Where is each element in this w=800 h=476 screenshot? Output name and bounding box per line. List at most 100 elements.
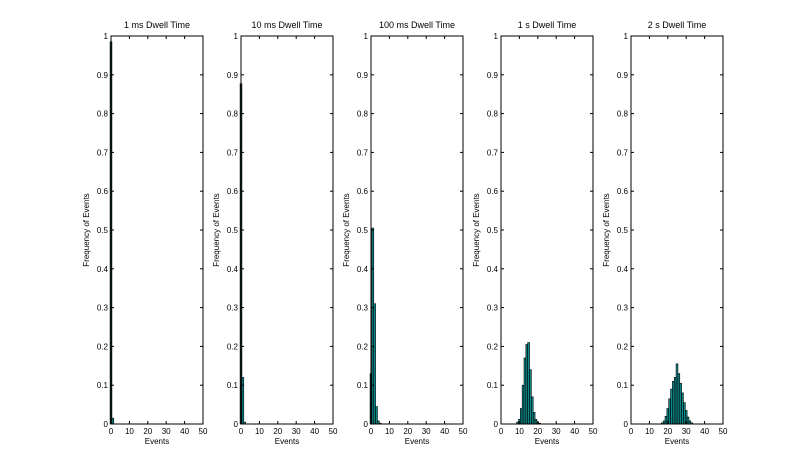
y-tick-label: 0.9: [227, 71, 239, 80]
x-axis-label: Events: [665, 437, 689, 446]
y-tick-label: 0.4: [97, 265, 109, 274]
x-tick-label: 0: [369, 427, 374, 436]
y-tick-label: 1: [624, 32, 629, 41]
x-tick-label: 20: [663, 427, 672, 436]
y-tick-label: 0: [104, 420, 109, 429]
x-tick-label: 20: [403, 427, 412, 436]
axes-frame: [240, 35, 334, 425]
y-tick-label: 0.1: [617, 381, 629, 390]
x-tick-label: 50: [199, 427, 208, 436]
y-tick-label: 0.8: [617, 110, 629, 119]
y-tick-label: 0.3: [357, 304, 369, 313]
y-tick-label: 0: [494, 420, 499, 429]
y-tick-label: 0.2: [97, 342, 109, 351]
y-tick-label: 0.8: [487, 110, 499, 119]
bar: [241, 377, 245, 425]
y-tick-label: 0.3: [227, 304, 239, 313]
y-tick-label: 0.4: [357, 265, 369, 274]
panel-title: 10 ms Dwell Time: [251, 20, 322, 30]
x-tick-label: 0: [629, 427, 634, 436]
y-tick-label: 0.7: [97, 148, 109, 157]
panel-1: 00.10.20.30.40.50.60.70.80.910 10 20 30 40 50…: [212, 20, 338, 446]
y-tick-label: 0.5: [487, 226, 499, 235]
y-tick-label: 0.7: [487, 148, 499, 157]
x-tick-label: 30: [552, 427, 561, 436]
axes-frame: [500, 35, 594, 425]
y-tick-label: 0.4: [617, 265, 629, 274]
y-tick-label: 1: [494, 32, 499, 41]
y-tick-label: 1: [364, 32, 369, 41]
y-tick-label: 0.7: [617, 148, 629, 157]
y-tick-label: 0.6: [487, 187, 499, 196]
x-axis-label: Events: [275, 437, 299, 446]
y-tick-label: 0.2: [227, 342, 239, 351]
y-tick-label: 0.5: [357, 226, 369, 235]
x-tick-label: 20: [143, 427, 152, 436]
panel-3: 00.10.20.30.40.50.60.70.80.910 10 20 30 40 50…: [472, 20, 598, 446]
panel-4: 00.10.20.30.40.50.60.70.80.910 10 20 30 40 50…: [602, 20, 728, 446]
y-tick-label: 0: [364, 420, 369, 429]
y-tick-label: 0.6: [617, 187, 629, 196]
x-tick-label: 20: [533, 427, 542, 436]
x-tick-label: 20: [273, 427, 282, 436]
y-tick-label: 0.8: [97, 110, 109, 119]
y-tick-label: 0.6: [227, 187, 239, 196]
x-tick-label: 30: [292, 427, 301, 436]
y-tick-label: 1: [104, 32, 109, 41]
x-tick-label: 40: [180, 427, 189, 436]
x-tick-label: 30: [162, 427, 171, 436]
x-tick-label: 10: [125, 427, 134, 436]
panel-2: 00.10.20.30.40.50.60.70.80.910 10 20 30 40 50…: [342, 20, 468, 446]
y-tick-label: 0.8: [227, 110, 239, 119]
y-axis-label: Frequency of Events: [212, 193, 221, 266]
y-tick-label: 0.6: [357, 187, 369, 196]
y-tick-label: 0.5: [227, 226, 239, 235]
x-tick-label: 50: [589, 427, 598, 436]
y-tick-label: 0.1: [227, 381, 239, 390]
x-axis-label: Events: [405, 437, 429, 446]
x-tick-label: 50: [719, 427, 728, 436]
y-axis-label: Frequency of Events: [82, 193, 91, 266]
x-tick-label: 40: [570, 427, 579, 436]
y-tick-label: 0.4: [487, 265, 499, 274]
y-tick-label: 0.1: [487, 381, 499, 390]
y-tick-label: 0.7: [227, 148, 239, 157]
y-tick-label: 0: [624, 420, 629, 429]
y-tick-label: 0.3: [617, 304, 629, 313]
panel-title: 1 ms Dwell Time: [124, 20, 190, 30]
bar: [111, 417, 115, 425]
x-axis-label: Events: [145, 437, 169, 446]
panel-0: 00.10.20.30.40.50.60.70.80.910 10 20 30 40 50…: [82, 20, 208, 446]
x-tick-label: 40: [440, 427, 449, 436]
x-tick-label: 30: [422, 427, 431, 436]
y-tick-label: 0.9: [97, 71, 109, 80]
y-tick-label: 0.2: [487, 342, 499, 351]
x-tick-label: 0: [109, 427, 114, 436]
y-tick-label: 0.7: [357, 148, 369, 157]
x-tick-label: 50: [329, 427, 338, 436]
y-tick-label: 0.1: [357, 381, 369, 390]
y-tick-label: 0.3: [97, 304, 109, 313]
y-tick-label: 0: [234, 420, 239, 429]
panel-title: 1 s Dwell Time: [518, 20, 577, 30]
y-tick-label: 0.8: [357, 110, 369, 119]
y-tick-label: 0.2: [617, 342, 629, 351]
y-tick-label: 0.5: [617, 226, 629, 235]
y-tick-label: 0.5: [97, 226, 109, 235]
y-axis-label: Frequency of Events: [602, 193, 611, 266]
y-tick-label: 0.9: [357, 71, 369, 80]
y-axis-label: Frequency of Events: [472, 193, 481, 266]
x-tick-label: 10: [385, 427, 394, 436]
y-tick-label: 1: [234, 32, 239, 41]
x-tick-label: 0: [239, 427, 244, 436]
bar: [373, 303, 376, 425]
x-tick-label: 30: [682, 427, 691, 436]
x-tick-label: 10: [645, 427, 654, 436]
x-tick-label: 10: [515, 427, 524, 436]
axes-frame: [370, 35, 464, 425]
panel-title: 2 s Dwell Time: [648, 20, 707, 30]
y-tick-label: 0.2: [357, 342, 369, 351]
axes-frame: [110, 35, 204, 425]
x-axis-label: Events: [535, 437, 559, 446]
